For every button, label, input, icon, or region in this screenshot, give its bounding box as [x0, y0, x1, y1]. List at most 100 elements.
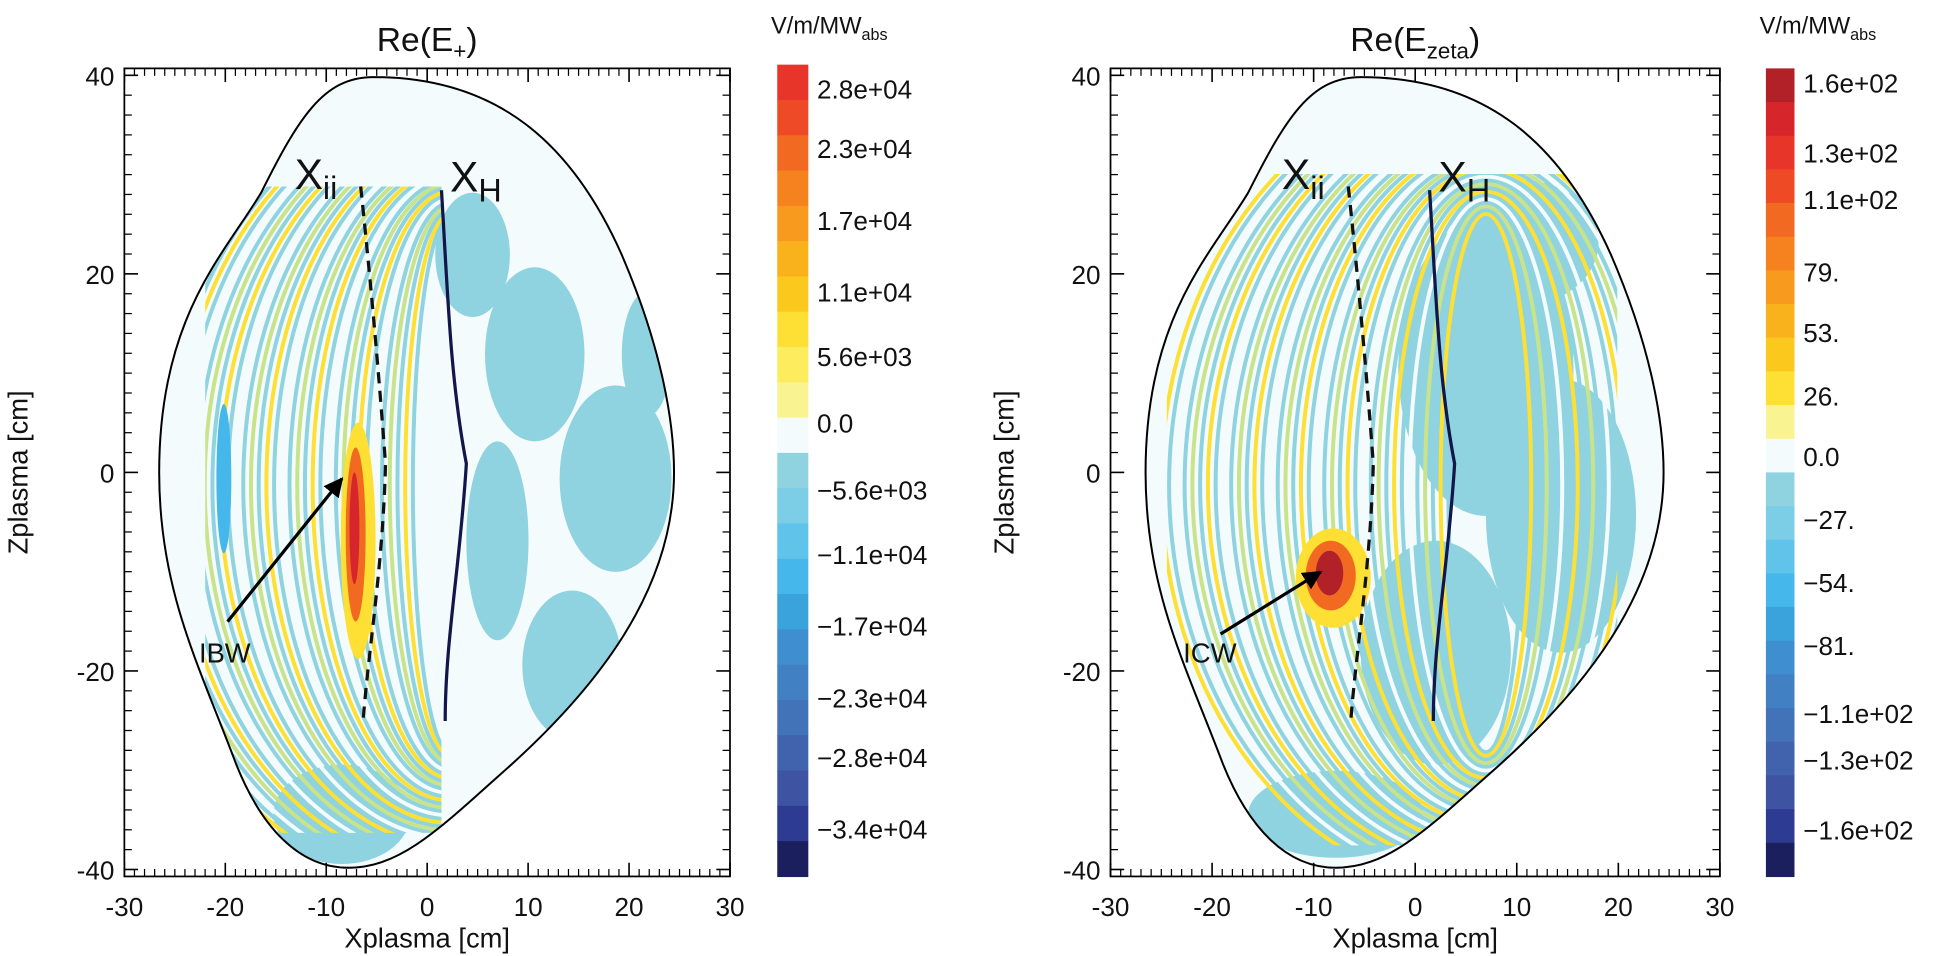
annotation: Xii [1282, 151, 1325, 206]
y-tick-label: 40 [1072, 61, 1101, 91]
wave-front [1190, 174, 1618, 846]
title-end: ) [466, 22, 477, 59]
cold-band [216, 404, 232, 554]
colorbar-tick-label: −1.7e+04 [817, 612, 927, 642]
colorbar-tick-label: −1.1e+02 [1803, 699, 1913, 729]
x-tick-label: -10 [1295, 892, 1333, 922]
wave-front [410, 215, 442, 755]
colorbar-segment [1765, 371, 1795, 406]
colorbar-tick-label: −5.6e+03 [817, 476, 927, 506]
wave-front [287, 186, 442, 814]
annotation-sub: H [478, 172, 501, 208]
wave-front [302, 186, 442, 807]
wave-label: ICW [1183, 638, 1237, 669]
colorbar-segment [777, 311, 809, 348]
colorbar-segment [1765, 539, 1795, 575]
wave-front [1399, 193, 1572, 777]
wave-front [387, 204, 442, 766]
ion-ion-hybrid-line [1346, 186, 1375, 722]
wave-front [1213, 174, 1618, 846]
x-tick-label: -10 [307, 892, 345, 922]
colorbar-segment [777, 170, 809, 207]
colorbar-segment [1765, 741, 1795, 777]
y-tick-label: -40 [77, 855, 115, 885]
wave-front [1174, 174, 1618, 846]
hybrid-line [1427, 190, 1457, 722]
annotation-sub: ii [323, 170, 337, 206]
wave-front [264, 186, 442, 825]
wave-label: IBW [199, 638, 251, 669]
y-axis-label: Zplasma [cm] [989, 390, 1020, 554]
x-tick-label: 10 [1502, 892, 1531, 922]
title-main: Re(E [377, 22, 453, 59]
hot-band [349, 472, 360, 585]
colorbar-tick-label: −1.6e+02 [1803, 816, 1913, 846]
colorbar-label: V/m/MWabs [1760, 14, 1877, 44]
field-region [485, 267, 585, 442]
colorbar-tick-label: 0.0 [1803, 442, 1839, 472]
colorbar-segment [1765, 337, 1795, 373]
colorbar-segment [1765, 809, 1795, 844]
colorbar-label-sub: abs [862, 26, 888, 44]
x-axis-label: Xplasma [cm] [344, 922, 510, 953]
colorbar-segment [1765, 270, 1795, 305]
wave-front [1221, 174, 1618, 846]
colorbar-segment [1765, 169, 1795, 204]
colorbar-segment [1765, 506, 1795, 541]
colorbar-label-sub: abs [1850, 26, 1876, 44]
wave-front [1423, 204, 1549, 766]
y-tick-label: 20 [85, 260, 114, 290]
wave-front [1167, 174, 1618, 846]
title-sub: zeta [1427, 38, 1470, 63]
colorbar-segment [777, 241, 809, 278]
colorbar-segment [1765, 68, 1795, 103]
wave-front [295, 186, 442, 811]
colorbar-segment [1765, 674, 1795, 709]
chart-title: Re(E+) [377, 22, 478, 63]
x-tick-label: 30 [715, 892, 744, 922]
wave-front [1229, 174, 1618, 846]
wave-front [1438, 211, 1534, 758]
colorbar-segment [1765, 102, 1795, 137]
wave-front [1446, 215, 1526, 755]
wave-front [1407, 196, 1565, 773]
wave-arrow [226, 477, 344, 623]
colorbar-segment [777, 135, 809, 172]
colorbar-segment [1765, 573, 1795, 608]
colorbar-segment [1765, 438, 1795, 474]
colorbar-tick-label: 5.6e+03 [817, 342, 912, 372]
colorbar-segment [1765, 405, 1795, 440]
field-region [466, 441, 529, 641]
colorbar-label-main: V/m/MW [771, 14, 862, 40]
wave-front [372, 196, 442, 773]
field-region [435, 192, 510, 318]
colorbar-segment [777, 417, 809, 454]
x-tick-label: 20 [615, 892, 644, 922]
x-tick-label: 0 [1408, 892, 1423, 922]
colorbar-tick-label: 1.1e+02 [1803, 185, 1898, 215]
colorbar-segment [777, 805, 809, 842]
wave-front [1415, 200, 1557, 770]
wave-front [210, 186, 442, 833]
colorbar-segment [1765, 607, 1795, 642]
x-tick-label: -30 [1092, 892, 1130, 922]
field-region [522, 590, 622, 740]
x-axis-label: Xplasma [cm] [1332, 922, 1498, 953]
annotation: XH [1438, 154, 1490, 209]
colorbar-segment [777, 347, 809, 383]
colorbar-segment [1765, 304, 1795, 339]
y-axis-label: Zplasma [cm] [2, 390, 33, 554]
colorbar-tick-label: 1.1e+04 [817, 277, 912, 307]
colorbar-segment [777, 629, 809, 666]
field-region [559, 385, 672, 572]
annotation-sub: H [1467, 172, 1490, 208]
colorbar-segment [1765, 135, 1795, 171]
x-tick-label: 30 [1705, 892, 1734, 922]
wave-arrow [1219, 570, 1323, 636]
y-tick-label: 0 [100, 458, 115, 488]
wave-front [1430, 208, 1541, 762]
colorbar-segment [1765, 842, 1795, 878]
colorbar-tick-label: −2.8e+04 [817, 743, 927, 773]
y-tick-label: 0 [1086, 458, 1101, 488]
